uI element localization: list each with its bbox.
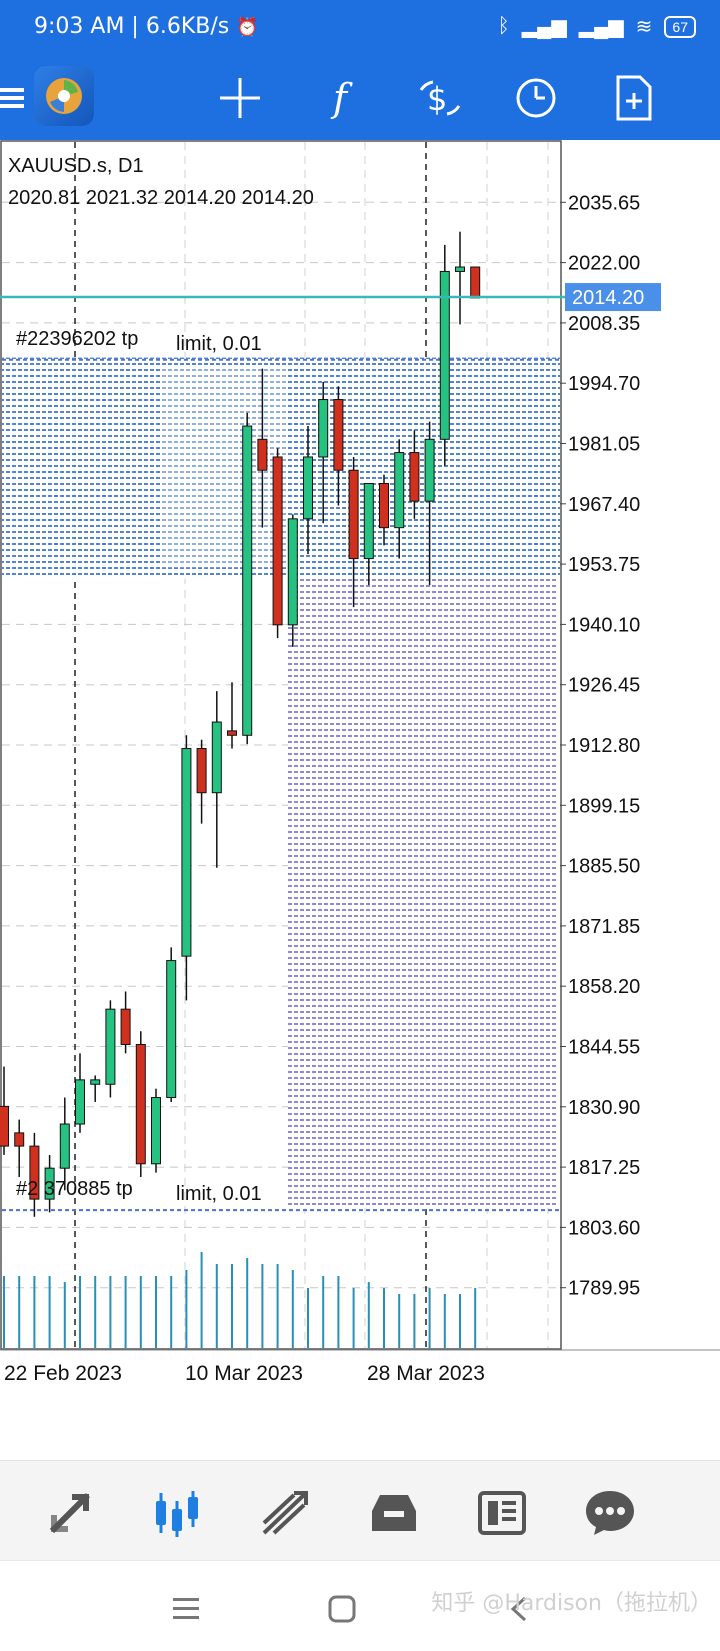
candle-body — [166, 960, 177, 1099]
candle-body — [44, 1167, 55, 1200]
y-tick-label: 1871.85 — [568, 916, 640, 938]
y-tick-label: 1899.15 — [568, 795, 640, 817]
history-icon[interactable] — [362, 1481, 426, 1545]
bottom-nav — [0, 1460, 720, 1561]
candle-body — [348, 469, 359, 560]
indicators-icon[interactable]: f — [332, 76, 348, 120]
current-price-label: 2014.20 — [572, 287, 644, 309]
y-tick-label: 1858.20 — [568, 976, 640, 998]
candle-body — [287, 518, 298, 626]
y-tick-label: 1817.25 — [568, 1157, 640, 1179]
candle-body — [120, 1008, 131, 1046]
candle-body — [105, 1008, 116, 1085]
chart-symbol: XAUUSD.s, D1 — [8, 155, 144, 177]
wifi-icon: ≋ — [635, 16, 653, 38]
y-tick-label: 1844.55 — [568, 1037, 640, 1059]
candle-body — [318, 399, 329, 458]
order-label-top: #22396202 tp — [16, 328, 138, 350]
y-tick-label: 2035.65 — [568, 192, 640, 214]
candle-body — [227, 730, 237, 736]
signal-hd-icon: ▂▄▆ — [521, 16, 567, 38]
menu-icon[interactable] — [0, 70, 40, 126]
status-bar: 9:03 AM | 6.6KB/s ⏰ ᛒ ▂▄▆ ▂▄▆ ≋ 67 — [0, 0, 720, 56]
y-tick-label: 1830.90 — [568, 1097, 640, 1119]
current-price-badge — [565, 283, 661, 312]
trade-icon[interactable] — [254, 1481, 318, 1545]
bluetooth-icon: ᛒ — [497, 15, 510, 37]
trade-icon[interactable]: $ — [412, 70, 468, 126]
watermark: 知乎 @Hardison（拖拉机） — [431, 1591, 712, 1616]
timeframe-icon[interactable] — [508, 70, 564, 126]
limit-label-bottom: limit, 0.01 — [176, 1183, 262, 1205]
messages-icon[interactable] — [578, 1481, 642, 1545]
candle-body — [439, 270, 450, 440]
alarm-off-icon: ⏰ — [236, 17, 259, 38]
home-icon[interactable] — [322, 1589, 362, 1629]
x-tick-label: 28 Mar 2023 — [367, 1362, 485, 1385]
news-icon[interactable] — [470, 1481, 534, 1545]
y-tick-label: 1926.45 — [568, 675, 640, 697]
back-icon[interactable] — [500, 1589, 540, 1629]
toolbar: f $ — [0, 56, 720, 140]
candle-body — [272, 456, 283, 626]
candle-body — [409, 452, 420, 502]
quotes-icon[interactable] — [38, 1481, 102, 1545]
y-tick-label: 1885.50 — [568, 856, 640, 878]
crosshair-icon[interactable] — [212, 70, 268, 126]
candle-body — [211, 721, 222, 794]
candle-body — [257, 438, 268, 471]
y-tick-label: 2008.35 — [568, 313, 640, 335]
candle-body — [75, 1079, 85, 1125]
y-tick-label: 1803.60 — [568, 1217, 640, 1239]
y-tick-label: 1994.70 — [568, 373, 640, 395]
candle-body — [424, 438, 435, 502]
candle-body — [394, 452, 405, 529]
candle-body — [242, 425, 253, 736]
network-speed: 6.6KB/s — [145, 14, 230, 39]
candle-body — [151, 1097, 161, 1165]
candle-body — [29, 1145, 40, 1200]
y-tick-label: 1789.95 — [568, 1278, 640, 1300]
chart-area[interactable]: 2035.65 2022.00 2008.35 1994.70 1981.05 1967.… — [0, 140, 720, 1460]
system-nav: 知乎 @Hardison（拖拉机） — [0, 1560, 720, 1651]
x-tick-label: 10 Mar 2023 — [185, 1362, 303, 1385]
candle-body — [303, 456, 313, 520]
overlap-band — [160, 368, 288, 568]
candle-body — [59, 1123, 70, 1169]
price-chart[interactable]: 2035.65 2022.00 2008.35 1994.70 1981.05 1967.… — [0, 140, 720, 1460]
y-tick-label: 1981.05 — [568, 434, 640, 456]
pending-order-zone — [288, 576, 558, 1208]
svg-text:$: $ — [427, 80, 447, 118]
menu-icon[interactable] — [166, 1589, 206, 1629]
candle-body — [196, 748, 207, 794]
y-tick-label: 1912.80 — [568, 735, 640, 757]
candle-body — [14, 1132, 25, 1147]
candle-body — [135, 1044, 146, 1165]
order-label-bottom: #2 370885 tp — [16, 1178, 133, 1200]
candle-body — [455, 266, 465, 272]
y-tick-label: 1940.10 — [568, 614, 640, 636]
y-tick-label: 1967.40 — [568, 494, 640, 516]
y-tick-label: 1953.75 — [568, 554, 640, 576]
y-tick-label: 2022.00 — [568, 253, 640, 275]
battery-icon: 67 — [664, 15, 696, 38]
candle-body — [379, 482, 389, 529]
status-time: 9:03 AM | 6.6KB/s ⏰ — [34, 14, 259, 39]
x-tick-label: 22 Feb 2023 — [4, 1362, 122, 1385]
candle-body — [470, 266, 481, 299]
app-logo[interactable] — [34, 66, 94, 126]
signal-hd-icon: ▂▄▆ — [578, 16, 624, 38]
candle-body — [333, 399, 344, 471]
limit-label-top: limit, 0.01 — [176, 333, 262, 355]
candle-body — [90, 1079, 101, 1085]
candle-body — [0, 1105, 9, 1147]
chart-ohlc: 2020.81 2021.32 2014.20 2014.20 — [8, 187, 314, 209]
candle-body — [363, 482, 374, 560]
candle-body — [181, 748, 192, 957]
new-order-icon[interactable] — [606, 70, 662, 126]
chart-icon[interactable] — [146, 1481, 210, 1545]
